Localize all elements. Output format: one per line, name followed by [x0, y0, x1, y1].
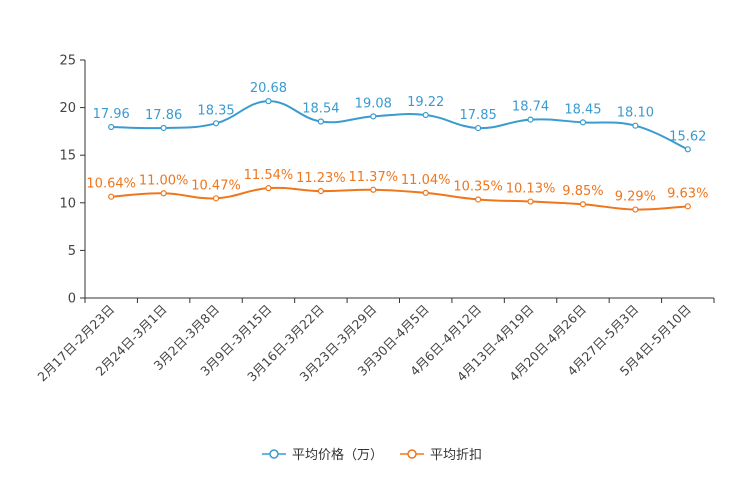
data-point [422, 111, 429, 119]
data-label: 17.96 [93, 107, 130, 122]
data-label: 18.74 [512, 100, 549, 115]
data-label: 18.45 [564, 102, 601, 117]
data-point [632, 206, 639, 213]
data-label: 11.23% [296, 171, 346, 186]
y-tick-label: 10 [59, 196, 76, 211]
data-label: 18.10 [617, 106, 654, 121]
data-point [579, 201, 587, 208]
data-point [212, 195, 220, 202]
data-point [212, 120, 220, 127]
y-tick-label: 0 [68, 292, 76, 307]
data-point [108, 193, 115, 200]
data-label: 9.63% [667, 186, 708, 201]
data-point [108, 123, 115, 131]
y-tick-label: 15 [59, 149, 76, 164]
y-tick-label: 20 [59, 101, 76, 116]
data-point [160, 190, 167, 197]
legend-marker [269, 449, 279, 459]
data-point [684, 203, 691, 210]
legend-label: 平均折扣 [430, 448, 482, 463]
data-label: 19.22 [407, 95, 444, 110]
y-tick-label: 5 [68, 244, 76, 259]
y-tick-label: 25 [59, 54, 76, 69]
data-point [684, 146, 691, 153]
data-point [579, 119, 587, 126]
x-axis-category-labels: 2月17日-2月23日2月24日-3月1日3月2日-3月8日3月9日-3月15日… [34, 302, 693, 385]
data-point [265, 185, 272, 192]
data-point [475, 124, 482, 132]
data-point [527, 198, 534, 205]
data-label: 19.08 [355, 96, 392, 111]
axes [80, 59, 715, 303]
data-point [632, 122, 639, 129]
data-point [317, 118, 324, 125]
data-point [370, 186, 377, 193]
data-point [422, 189, 429, 196]
data-point [527, 116, 534, 123]
data-label: 11.04% [401, 173, 451, 188]
data-point [475, 196, 482, 203]
data-point [160, 124, 167, 132]
series-line [111, 186, 688, 211]
data-point [370, 113, 377, 120]
series-layer: 17.96 17.86 18.35 20.68 18.54 19.08 19.22 17.85… [86, 81, 708, 213]
data-label: 10.35% [453, 179, 503, 194]
data-label: 10.13% [506, 182, 556, 197]
data-label: 11.37% [349, 170, 399, 185]
data-point [317, 187, 324, 195]
series-line [111, 100, 689, 151]
data-label: 9.29% [615, 190, 656, 205]
data-label: 11.00% [139, 173, 189, 188]
data-label: 17.86 [145, 108, 182, 123]
series-average-price: 17.96 17.86 18.35 20.68 18.54 19.08 19.22 17.85… [93, 81, 706, 153]
data-label: 10.64% [86, 177, 136, 192]
y-axis-tick-labels: 0 5 10 15 20 25 [59, 54, 76, 307]
data-label: 11.54% [244, 168, 294, 183]
legend-marker [407, 449, 417, 459]
data-label: 17.85 [460, 108, 497, 123]
data-label: 18.35 [197, 103, 234, 118]
legend-label: 平均价格（万） [292, 447, 383, 463]
data-label: 18.54 [302, 101, 339, 116]
data-label: 9.85% [562, 184, 603, 199]
series-average-discount: 10.64% 11.00% 10.47%11.54% 11.23% 11.37% 11.0… [86, 168, 708, 213]
data-point [265, 98, 272, 105]
data-label: 15.62 [669, 129, 706, 144]
legend: 平均价格（万） 平均折扣 [262, 447, 482, 463]
legend-item: 平均折扣 [400, 448, 482, 463]
data-label: 10.47% [191, 178, 241, 193]
data-label: 20.68 [250, 81, 287, 96]
legend-item: 平均价格（万） [262, 447, 383, 463]
